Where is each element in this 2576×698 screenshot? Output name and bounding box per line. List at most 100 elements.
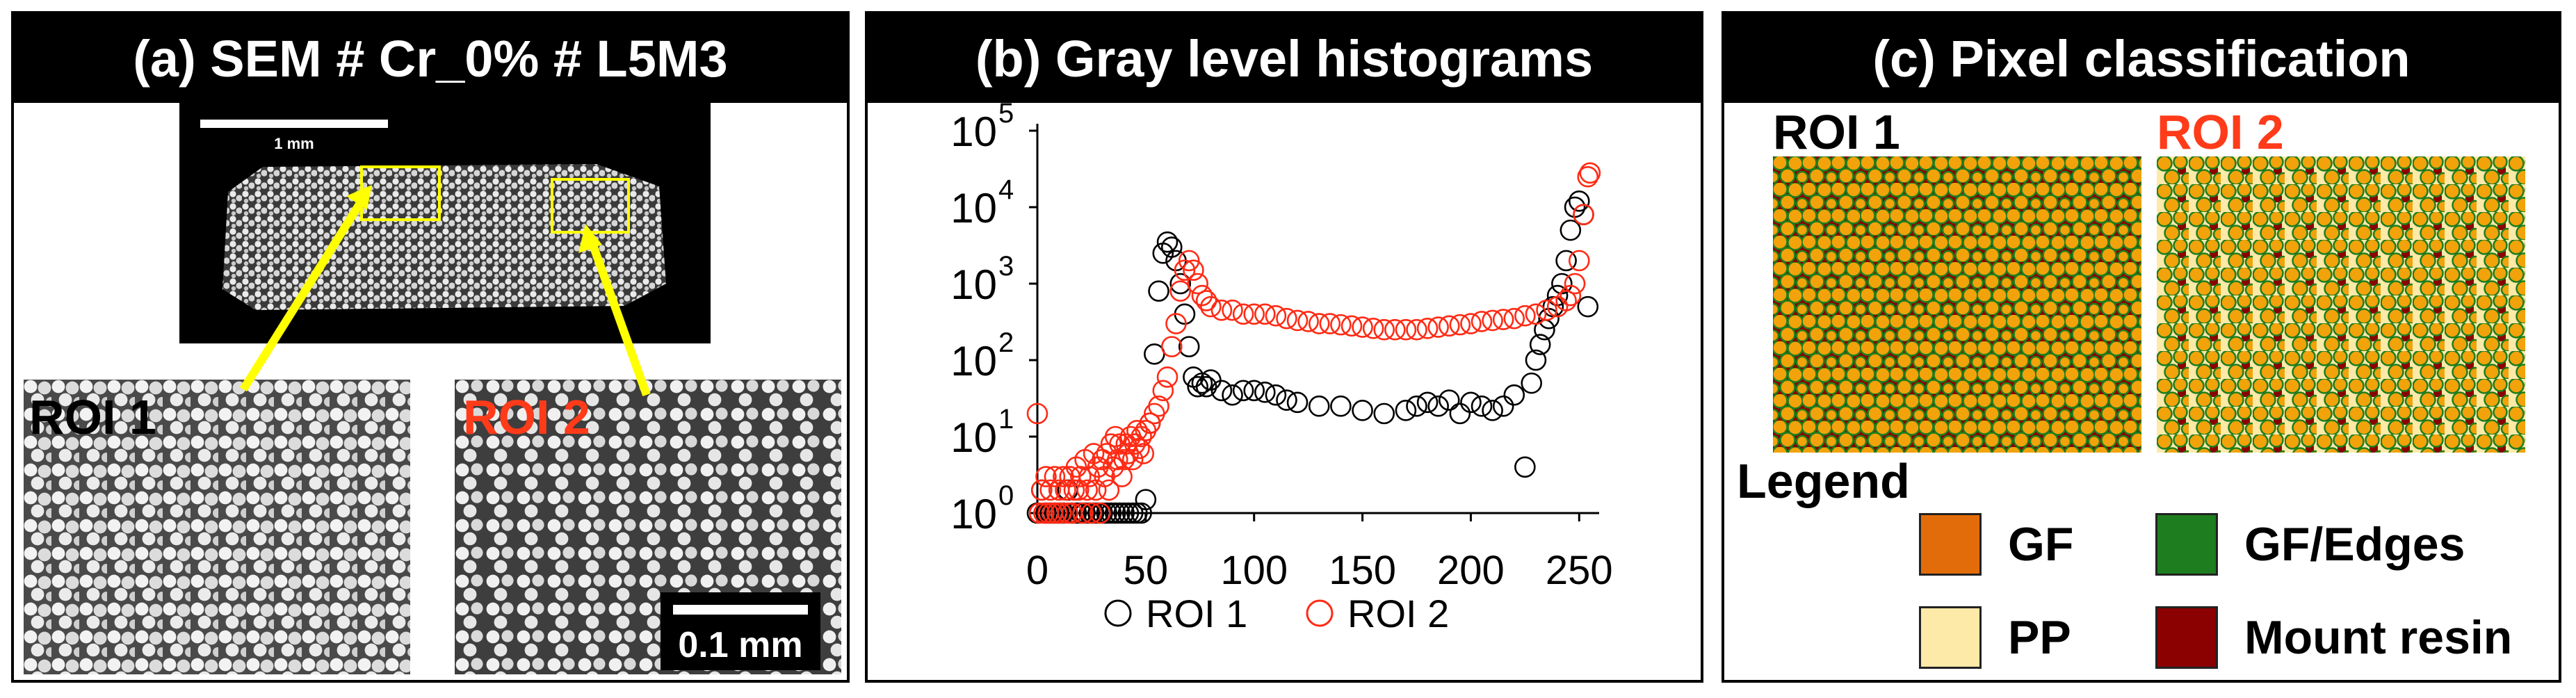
data-point-roi2 bbox=[1191, 284, 1213, 307]
panel-b-title: (b) Gray level histograms bbox=[868, 14, 1701, 103]
data-point-roi2 bbox=[1460, 313, 1482, 334]
roi1-micrograph-svg bbox=[24, 380, 410, 674]
data-point-roi1 bbox=[1135, 489, 1157, 510]
micro-scale-bar bbox=[673, 605, 808, 615]
data-point-roi2 bbox=[1133, 443, 1155, 464]
data-point-roi2 bbox=[1183, 259, 1204, 281]
data-point-roi2 bbox=[1482, 309, 1503, 332]
data-point-roi2 bbox=[1072, 502, 1094, 524]
data-point-roi2 bbox=[1160, 336, 1183, 357]
data-point-roi2 bbox=[1028, 502, 1051, 524]
roi1-arrow-head bbox=[346, 185, 372, 210]
data-point-roi2 bbox=[1113, 448, 1135, 471]
data-point-roi1 bbox=[1131, 502, 1152, 524]
legend-swatch-pp bbox=[1919, 606, 1982, 669]
roi2-label: ROI 2 bbox=[463, 390, 590, 444]
data-point-roi2 bbox=[1560, 284, 1582, 307]
data-point-roi2 bbox=[1111, 466, 1133, 487]
x-tick-label: 50 bbox=[1124, 548, 1169, 593]
data-point-roi2 bbox=[1076, 479, 1098, 501]
data-point-roi2 bbox=[1026, 403, 1048, 425]
data-point-roi2 bbox=[1156, 366, 1178, 388]
y-tick-label: 10 bbox=[950, 261, 997, 308]
data-point-roi2 bbox=[1265, 305, 1287, 327]
legend-item-gf: GF bbox=[1919, 513, 2073, 576]
class-map-roi1-svg bbox=[1773, 156, 2141, 453]
x-tick-label: 150 bbox=[1329, 548, 1396, 593]
legend-item-mount-resin: Mount resin bbox=[2155, 606, 2512, 669]
data-point-roi1 bbox=[1492, 395, 1514, 417]
data-point-roi2 bbox=[1055, 479, 1076, 501]
class-map-roi1 bbox=[1773, 156, 2141, 453]
data-point-roi1 bbox=[1406, 395, 1427, 417]
legend-marker-roi1 bbox=[1104, 599, 1132, 627]
data-point-roi1 bbox=[1525, 349, 1547, 371]
class-roi2-label: ROI 2 bbox=[2157, 105, 2284, 159]
data-point-roi1 bbox=[1529, 334, 1551, 355]
panel-a-title: (a) SEM # Cr_0% # L5M3 bbox=[14, 14, 847, 103]
y-tick-exponent: 4 bbox=[998, 174, 1014, 205]
data-point-roi1 bbox=[1160, 236, 1183, 258]
data-point-roi2 bbox=[1063, 479, 1085, 501]
data-point-roi2 bbox=[1178, 250, 1200, 272]
data-point-roi1 bbox=[1276, 389, 1297, 411]
data-point-roi1 bbox=[1195, 375, 1217, 398]
data-point-roi2 bbox=[1044, 466, 1066, 487]
data-point-roi2 bbox=[1373, 318, 1395, 341]
data-point-roi1 bbox=[1169, 273, 1192, 295]
data-point-roi2 bbox=[1030, 479, 1053, 501]
legend-item-gf-edges: GF/Edges bbox=[2155, 513, 2465, 576]
legend-label-gf-edges: GF/Edges bbox=[2244, 518, 2465, 571]
data-point-roi2 bbox=[1286, 309, 1309, 332]
data-point-roi2 bbox=[1555, 290, 1577, 311]
data-point-roi2 bbox=[1427, 316, 1449, 338]
panel-c: (c) Pixel classification ROI 1 ROI 2 bbox=[1722, 11, 2561, 683]
data-point-roi2 bbox=[1089, 502, 1111, 524]
data-point-roi2 bbox=[1195, 290, 1217, 311]
data-point-roi1 bbox=[1156, 231, 1178, 253]
data-point-roi1 bbox=[1568, 190, 1590, 212]
panel-a: (a) SEM # Cr_0% # L5M3 1 mm bbox=[11, 11, 850, 683]
data-point-roi2 bbox=[1564, 273, 1586, 295]
legend-swatch-mount-resin bbox=[2155, 606, 2218, 669]
roi2-arrow bbox=[588, 241, 651, 397]
data-point-roi1 bbox=[1096, 502, 1118, 524]
data-point-roi2 bbox=[1070, 466, 1092, 487]
data-point-roi2 bbox=[1438, 315, 1460, 337]
data-point-roi2 bbox=[1384, 318, 1406, 341]
panel-c-title: (c) Pixel classification bbox=[1724, 14, 2559, 103]
data-point-roi2 bbox=[1276, 307, 1297, 330]
sem-overview-image: 1 mm bbox=[179, 103, 711, 343]
data-point-roi1 bbox=[1482, 400, 1503, 421]
x-tick-label: 0 bbox=[1026, 548, 1048, 593]
data-point-roi2 bbox=[1297, 311, 1319, 332]
data-point-roi1 bbox=[1191, 372, 1213, 394]
data-point-roi1 bbox=[1352, 400, 1373, 421]
data-point-roi2 bbox=[1039, 479, 1062, 501]
data-point-roi2 bbox=[1362, 318, 1384, 339]
data-point-roi1 bbox=[1564, 196, 1586, 218]
data-point-roi1 bbox=[1521, 372, 1543, 394]
data-point-roi1 bbox=[1222, 384, 1243, 406]
roi-arrows bbox=[239, 185, 651, 397]
data-point-roi2 bbox=[1319, 313, 1341, 334]
data-point-roi2 bbox=[1200, 295, 1222, 318]
data-point-roi2 bbox=[1503, 307, 1525, 330]
data-point-roi2 bbox=[1104, 425, 1126, 448]
data-point-roi2 bbox=[1080, 502, 1103, 524]
data-point-roi2 bbox=[1416, 318, 1439, 339]
legend-swatch-gf bbox=[1919, 513, 1982, 576]
y-tick-label: 10 bbox=[950, 108, 997, 155]
data-point-roi1 bbox=[1373, 403, 1395, 425]
data-point-roi1 bbox=[1471, 395, 1493, 417]
data-point-roi1 bbox=[1555, 250, 1577, 272]
legend-label-roi1: ROI 1 bbox=[1146, 592, 1247, 635]
data-point-roi2 bbox=[1471, 311, 1493, 332]
data-point-roi1 bbox=[1416, 391, 1439, 414]
legend-label-mount-resin: Mount resin bbox=[2244, 611, 2513, 664]
data-point-roi2 bbox=[1210, 299, 1233, 321]
data-point-roi2 bbox=[1579, 162, 1601, 184]
roi1-label: ROI 1 bbox=[29, 390, 156, 444]
data-point-roi2 bbox=[1340, 315, 1363, 337]
